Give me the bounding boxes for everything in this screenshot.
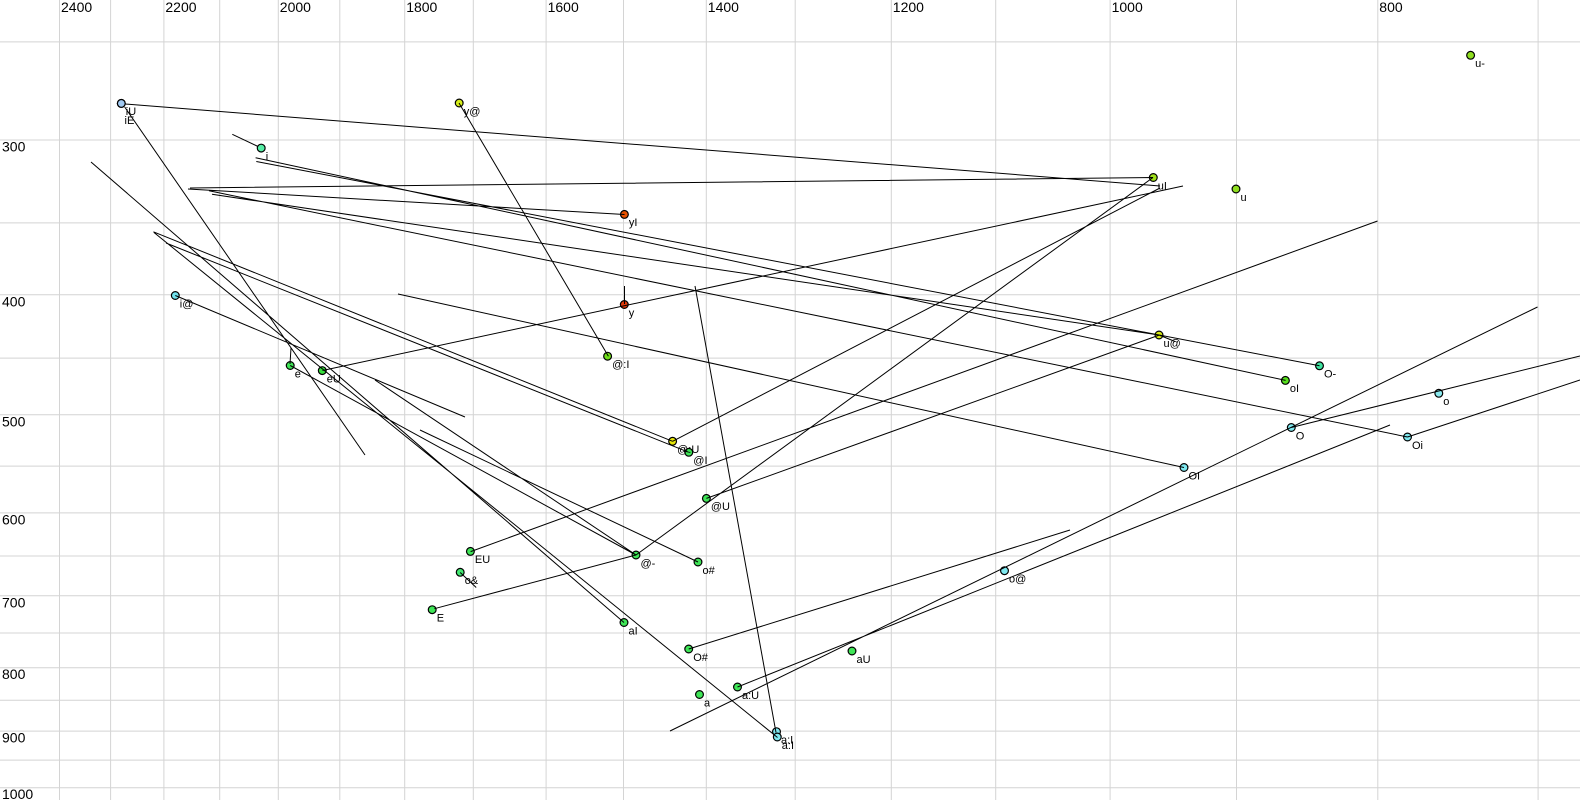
svg-text:2000: 2000 (280, 0, 311, 15)
svg-text:EU: EU (475, 554, 490, 566)
svg-text:o: o (1443, 396, 1449, 408)
svg-text:iU: iU (126, 106, 136, 118)
svg-text:y: y (629, 307, 635, 319)
svg-text:1000: 1000 (1112, 0, 1143, 15)
svg-text:1000: 1000 (2, 786, 33, 800)
svg-text:800: 800 (2, 666, 26, 682)
svg-text:i: i (266, 151, 268, 163)
svg-text:O-: O- (1324, 369, 1337, 381)
svg-text:a:I: a:I (781, 735, 793, 747)
svg-text:eU: eU (327, 373, 341, 385)
svg-text:o@: o@ (1009, 574, 1026, 586)
svg-text:a: a (704, 697, 711, 709)
svg-text:1600: 1600 (548, 0, 579, 15)
svg-text:700: 700 (2, 594, 26, 610)
svg-text:u: u (1241, 192, 1247, 204)
svg-text:a:I: a:I (782, 740, 794, 752)
svg-text:2400: 2400 (61, 0, 92, 15)
svg-text:OI: OI (1189, 470, 1201, 482)
svg-text:yI: yI (629, 217, 638, 229)
svg-text:a:U: a:U (742, 690, 759, 702)
svg-text:800: 800 (1379, 0, 1403, 15)
svg-text:1200: 1200 (893, 0, 924, 15)
svg-text:500: 500 (2, 413, 26, 429)
svg-text:e: e (295, 368, 301, 380)
svg-text:400: 400 (2, 293, 26, 309)
svg-text:uI: uI (1158, 180, 1167, 192)
svg-text:2200: 2200 (165, 0, 196, 15)
svg-text:y@: y@ (464, 106, 481, 118)
svg-text:oI: oI (1290, 383, 1299, 395)
svg-text:iE: iE (125, 115, 135, 127)
svg-text:i@: i@ (180, 298, 194, 310)
svg-text:@-: @- (641, 558, 656, 570)
svg-text:300: 300 (2, 139, 26, 155)
svg-text:aU: aU (857, 654, 871, 666)
svg-text:@I: @I (693, 455, 707, 467)
svg-text:1400: 1400 (708, 0, 739, 15)
svg-text:900: 900 (2, 730, 26, 746)
svg-text:u-: u- (1475, 58, 1485, 70)
svg-text:E: E (437, 613, 444, 625)
svg-text:1800: 1800 (406, 0, 437, 15)
svg-text:o#: o# (703, 565, 716, 577)
svg-text:@U: @U (711, 501, 730, 513)
svg-text:O#: O# (693, 652, 709, 664)
svg-text:@:U: @:U (677, 444, 699, 456)
svg-text:@:I: @:I (612, 359, 629, 371)
svg-text:Oi: Oi (1412, 440, 1423, 452)
svg-text:aI: aI (629, 625, 638, 637)
svg-text:600: 600 (2, 511, 26, 527)
svg-text:o&: o& (465, 575, 479, 587)
svg-text:u@: u@ (1164, 338, 1181, 350)
svg-text:O: O (1296, 430, 1305, 442)
